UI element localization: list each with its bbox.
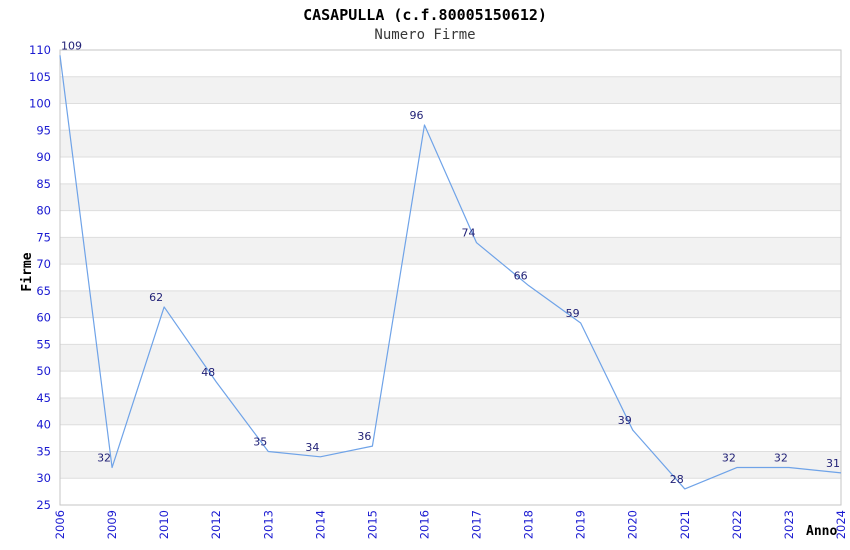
y-tick-label: 70 — [36, 257, 51, 271]
plot-band — [60, 478, 841, 505]
plot-band — [60, 210, 841, 238]
data-label: 32 — [774, 452, 788, 465]
plot-band — [60, 157, 841, 184]
data-label: 74 — [462, 227, 476, 240]
plot-band — [60, 290, 841, 318]
y-tick-label: 65 — [36, 284, 51, 298]
y-tick-label: 60 — [36, 311, 51, 325]
plot-band — [60, 317, 841, 345]
y-tick-label: 55 — [36, 337, 51, 351]
x-tick-label: 2016 — [417, 510, 431, 539]
plot-band — [60, 397, 841, 425]
plot-band — [60, 264, 841, 291]
x-tick-label: 2006 — [53, 510, 67, 539]
data-label: 66 — [514, 270, 528, 283]
x-tick-label: 2022 — [730, 510, 744, 539]
plot-band — [60, 424, 841, 452]
x-tick-label: 2024 — [834, 510, 848, 539]
y-tick-label: 25 — [36, 498, 51, 512]
y-tick-label: 35 — [36, 444, 51, 458]
y-tick-label: 50 — [36, 364, 51, 378]
data-label: 62 — [149, 291, 163, 304]
x-tick-label: 2012 — [209, 510, 223, 539]
plot-band — [60, 76, 841, 104]
y-tick-label: 105 — [29, 70, 51, 84]
y-tick-label: 30 — [36, 471, 51, 485]
y-tick-label: 45 — [36, 391, 51, 405]
data-label: 96 — [409, 109, 423, 122]
x-tick-label: 2014 — [313, 510, 327, 539]
plot-band — [60, 371, 841, 398]
x-tick-label: 2018 — [522, 510, 536, 539]
plot-band — [60, 344, 841, 372]
data-label: 48 — [201, 366, 215, 379]
data-label: 59 — [566, 307, 580, 320]
plot-band — [60, 130, 841, 158]
data-label: 28 — [670, 473, 684, 486]
chart-title: CASAPULLA (c.f.80005150612) — [303, 6, 547, 24]
x-tick-label: 2019 — [574, 510, 588, 539]
plot-band — [60, 237, 841, 265]
plot-band — [60, 183, 841, 211]
y-tick-label: 90 — [36, 150, 51, 164]
y-tick-label: 40 — [36, 418, 51, 432]
data-label: 35 — [253, 435, 267, 448]
plot-band — [60, 451, 841, 479]
data-label: 36 — [357, 430, 371, 443]
data-label: 109 — [61, 39, 82, 52]
x-tick-label: 2023 — [782, 510, 796, 539]
x-axis-title: Anno — [806, 524, 838, 539]
x-tick-label: 2020 — [626, 510, 640, 539]
y-tick-label: 100 — [29, 97, 51, 111]
y-tick-label: 85 — [36, 177, 51, 191]
series-line — [59, 55, 842, 490]
y-tick-label: 110 — [29, 43, 51, 57]
data-label: 34 — [305, 441, 319, 454]
x-tick-label: 2015 — [365, 510, 379, 539]
data-label: 32 — [97, 452, 111, 465]
chart-subtitle: Numero Firme — [374, 27, 476, 43]
x-tick-label: 2010 — [157, 510, 171, 539]
plot-band — [60, 50, 841, 77]
x-tick-label: 2009 — [105, 510, 119, 539]
y-tick-label: 75 — [36, 230, 51, 244]
y-tick-label: 80 — [36, 204, 51, 218]
plot-band — [60, 103, 841, 131]
y-tick-label: 95 — [36, 123, 51, 137]
plot-border — [59, 49, 842, 506]
data-label: 32 — [722, 452, 736, 465]
x-tick-label: 2017 — [470, 510, 484, 539]
data-label: 39 — [618, 414, 632, 427]
data-label: 31 — [826, 457, 840, 470]
x-tick-label: 2013 — [261, 510, 275, 539]
x-tick-label: 2021 — [678, 510, 692, 539]
